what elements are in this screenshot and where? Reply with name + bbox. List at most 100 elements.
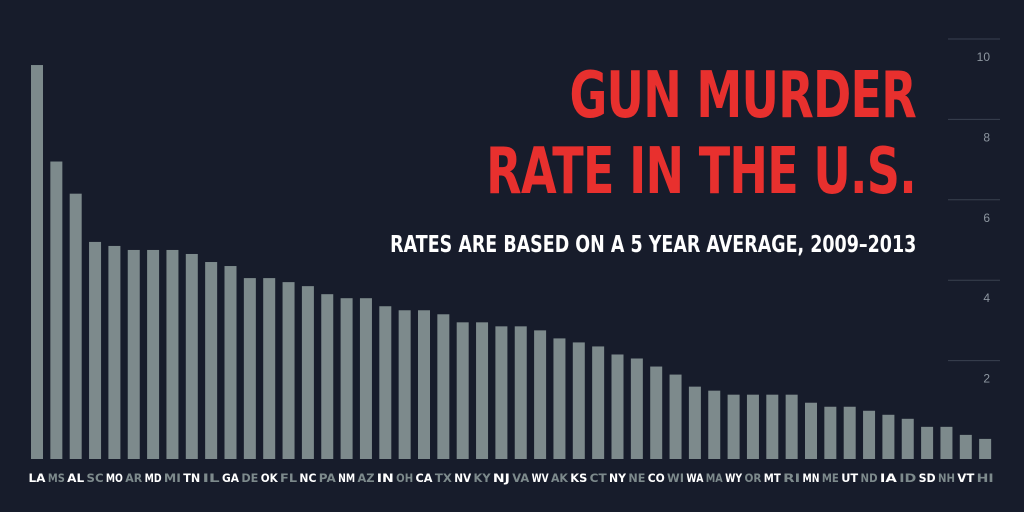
bar-il xyxy=(205,262,218,459)
state-label-sc: SC xyxy=(87,471,104,485)
bar-nd xyxy=(863,410,876,459)
bar-nm xyxy=(340,298,353,459)
state-label-md: MD xyxy=(145,471,162,485)
bar-me xyxy=(824,406,837,459)
state-label-ia: IA xyxy=(880,471,897,485)
state-label-mt: MT xyxy=(764,471,781,485)
bar-ia xyxy=(882,414,895,459)
bar-md xyxy=(147,249,160,459)
bar-la xyxy=(31,65,43,459)
state-label-wy: WY xyxy=(725,471,743,485)
state-label-ri: RI xyxy=(783,471,800,485)
state-label-id: ID xyxy=(899,471,916,485)
state-label-wv: WV xyxy=(532,471,549,485)
state-label-ga: GA xyxy=(222,471,239,485)
state-label-fl: FL xyxy=(280,471,298,485)
state-label-co: CO xyxy=(648,471,665,485)
bar-mo xyxy=(108,245,121,459)
state-label-ky: KY xyxy=(474,471,492,485)
state-label-ok: OK xyxy=(261,471,279,485)
state-label-de: DE xyxy=(241,471,258,485)
state-label-sd: SD xyxy=(919,471,936,485)
bar-al xyxy=(69,193,82,459)
bar-va xyxy=(514,326,527,459)
y-tick-label: 10 xyxy=(977,50,991,64)
bar-nj xyxy=(495,326,508,459)
state-label-ca: CA xyxy=(416,471,433,485)
bar-ar xyxy=(127,249,140,459)
bar-tn xyxy=(185,253,198,459)
bar-ky xyxy=(476,322,489,459)
title-line-2: RATE IN THE U.S. xyxy=(486,135,917,209)
bar-sc xyxy=(89,241,102,459)
y-tick-label: 6 xyxy=(983,211,990,225)
state-labels: LA MS AL SC MO AR MD MI TN IL GA DE OK FL NC PA NM AZ IN OH… xyxy=(29,471,994,485)
bar-az xyxy=(359,298,372,459)
bar-ny xyxy=(611,354,624,459)
bar-hi xyxy=(979,438,992,459)
state-label-va: VA xyxy=(512,471,529,485)
state-label-tx: TX xyxy=(435,471,452,485)
bar-co xyxy=(650,366,663,459)
state-label-ne: NE xyxy=(628,471,645,485)
state-label-ms: MS xyxy=(48,471,65,485)
bar-or xyxy=(746,394,759,459)
y-tick-label: 8 xyxy=(983,130,990,144)
bar-tx xyxy=(437,314,450,459)
bar-vt xyxy=(959,434,972,459)
state-label-al: AL xyxy=(67,471,85,485)
state-label-hi: HI xyxy=(977,471,994,485)
bar-ak xyxy=(553,338,566,459)
bar-pa xyxy=(321,294,334,459)
state-label-in: IN xyxy=(377,471,394,485)
bar-ut xyxy=(843,406,856,459)
bar-wy xyxy=(727,394,740,459)
bar-wi xyxy=(669,374,682,459)
state-label-ut: UT xyxy=(841,471,858,485)
bar-id xyxy=(901,418,914,459)
state-label-pa: PA xyxy=(319,471,336,485)
bars xyxy=(31,65,992,459)
state-label-me: ME xyxy=(822,471,839,485)
bar-mn xyxy=(805,402,817,459)
state-label-nm: NM xyxy=(338,471,355,485)
y-axis-ticks: 2 4 6 8 10 xyxy=(977,50,991,386)
y-tick-label: 2 xyxy=(983,372,990,386)
bar-ne xyxy=(630,358,643,459)
bar-mt xyxy=(766,394,779,459)
state-label-nv: NV xyxy=(454,471,471,485)
bar-wv xyxy=(534,330,547,459)
bar-wa xyxy=(688,386,701,459)
state-label-nd: ND xyxy=(861,471,878,485)
state-label-il: IL xyxy=(203,471,221,485)
bar-nv xyxy=(456,322,469,459)
bar-de xyxy=(243,278,256,459)
state-label-tn: TN xyxy=(183,471,200,485)
state-label-ar: AR xyxy=(125,471,142,485)
bar-ok xyxy=(263,278,276,459)
state-label-oh: OH xyxy=(396,471,413,485)
bar-nh xyxy=(940,426,953,459)
state-label-ma: MA xyxy=(706,471,723,485)
bar-nc xyxy=(301,286,314,459)
chart-title: GUN MURDER RATE IN THE U.S. xyxy=(319,58,917,210)
state-label-ak: AK xyxy=(551,471,569,485)
state-label-mn: MN xyxy=(803,471,820,485)
bar-ks xyxy=(572,342,585,459)
state-label-wa: WA xyxy=(686,471,703,485)
state-label-or: OR xyxy=(744,471,761,485)
bar-fl xyxy=(282,282,295,459)
chart-subtitle: RATES ARE BASED ON A 5 YEAR AVERAGE, 200… xyxy=(389,232,916,258)
state-label-wi: WI xyxy=(667,471,684,485)
state-label-mi: MI xyxy=(164,471,181,485)
bar-in xyxy=(379,306,392,459)
state-label-nh: NH xyxy=(938,471,955,485)
state-label-ct: CT xyxy=(590,471,607,485)
state-label-vt: VT xyxy=(957,471,974,485)
bar-oh xyxy=(398,310,411,459)
state-label-mo: MO xyxy=(106,471,123,485)
state-label-nj: NJ xyxy=(493,471,510,485)
bar-ca xyxy=(418,310,430,459)
bar-ri xyxy=(785,394,798,459)
